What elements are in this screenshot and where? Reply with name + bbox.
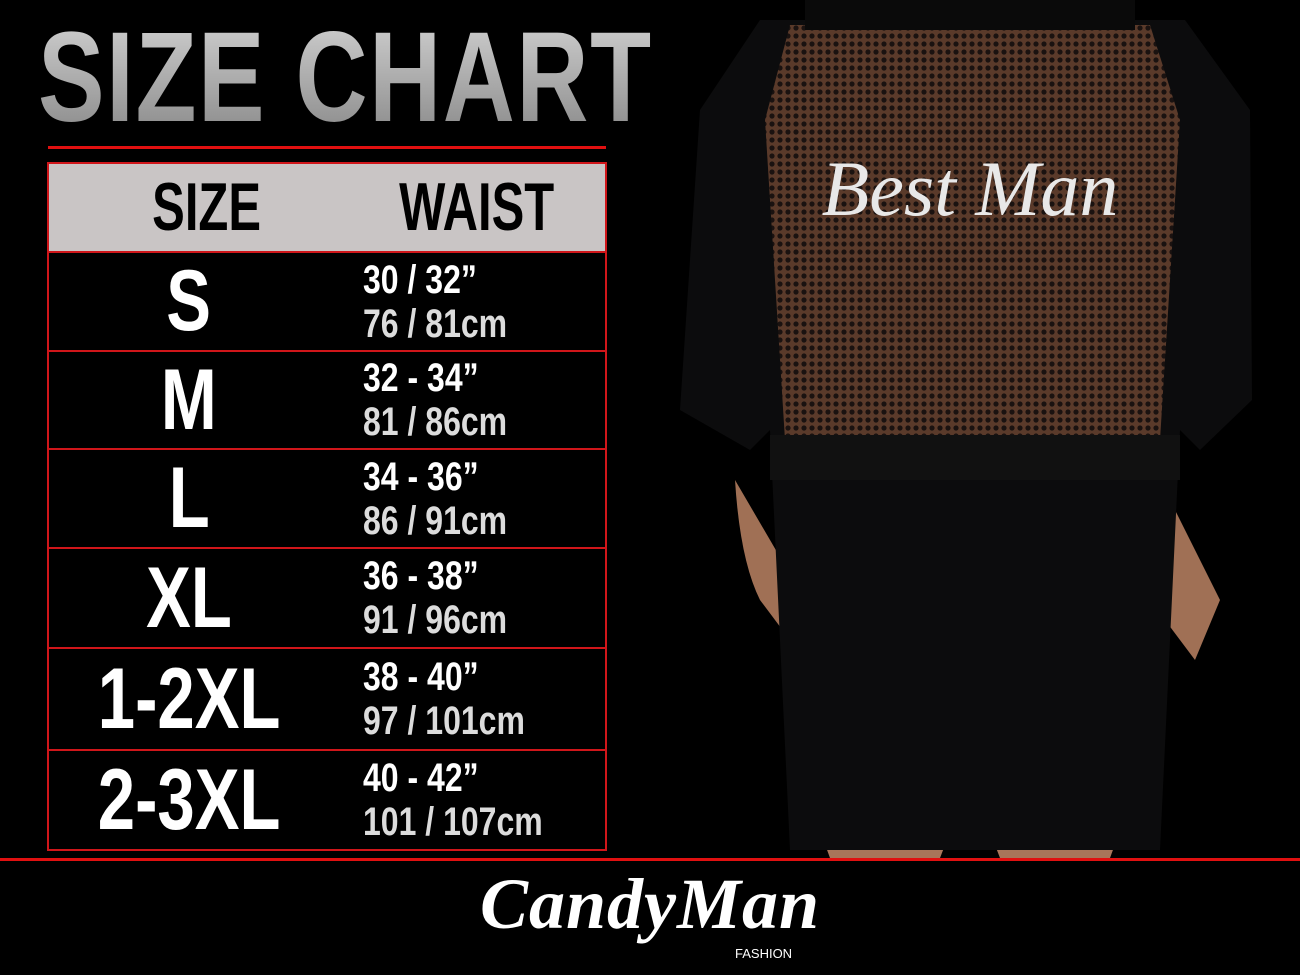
table-row: 2-3XL 40 - 42” 101 / 107cm [49, 751, 605, 849]
waist-cell: 34 - 36” 86 / 91cm [363, 455, 543, 543]
waist-cm: 86 / 91cm [363, 498, 508, 543]
waist-inches: 40 - 42” [363, 756, 479, 800]
waist-cell: 30 / 32” 76 / 81cm [363, 258, 543, 346]
page-title: SIZE CHART [38, 6, 653, 149]
table-row: L 34 - 36” 86 / 91cm [49, 450, 605, 549]
footer-divider [0, 858, 1300, 861]
size-label: 1-2XL [97, 650, 281, 747]
waist-inches: 36 - 38” [363, 554, 479, 598]
header-waist: WAIST [399, 169, 555, 245]
waist-cell: 32 - 34” 81 / 86cm [363, 356, 543, 444]
title-divider [48, 146, 606, 149]
size-table: SIZE WAIST S 30 / 32” 76 / 81cm M 32 - 34”… [47, 162, 607, 851]
size-cell: XL [49, 549, 329, 647]
size-cell: L [49, 450, 329, 547]
table-header: SIZE WAIST [49, 164, 605, 253]
robe-belt [770, 435, 1180, 480]
brand-subtitle: FASHION [735, 946, 793, 961]
waist-cm: 91 / 96cm [363, 598, 508, 642]
waist-inches: 30 / 32” [363, 257, 477, 302]
waist-cell: 36 - 38” 91 / 96cm [363, 554, 543, 642]
size-cell: S [49, 253, 329, 350]
waist-cell: 40 - 42” 101 / 107cm [363, 756, 588, 844]
size-label: 2-3XL [97, 751, 281, 848]
size-cell: 1-2XL [49, 649, 329, 749]
table-row: 1-2XL 38 - 40” 97 / 101cm [49, 649, 605, 751]
waist-inches: 38 - 40” [363, 655, 479, 699]
size-cell: M [49, 352, 329, 448]
header-size: SIZE [152, 169, 261, 245]
mesh-back-panel [765, 25, 1180, 440]
table-body: S 30 / 32” 76 / 81cm M 32 - 34” 81 / 86cm L … [49, 253, 605, 849]
brand-logo: CandyMan FASHION [0, 866, 1300, 975]
size-label: S [166, 253, 212, 349]
size-label: L [168, 450, 210, 546]
table-row: XL 36 - 38” 91 / 96cm [49, 549, 605, 649]
waist-inches: 34 - 36” [363, 454, 479, 499]
brand-wordmark: CandyMan [479, 864, 821, 944]
waist-cm: 97 / 101cm [363, 699, 525, 743]
table-row: S 30 / 32” 76 / 81cm [49, 253, 605, 352]
size-label: M [161, 351, 217, 448]
waist-cell: 38 - 40” 97 / 101cm [363, 655, 565, 743]
robe-collar [805, 0, 1135, 30]
size-label: XL [146, 549, 232, 646]
product-photo: Best Man [680, 0, 1252, 858]
waist-cm: 76 / 81cm [363, 301, 508, 346]
waist-cm: 81 / 86cm [363, 400, 508, 444]
waist-inches: 32 - 34” [363, 356, 479, 400]
size-cell: 2-3XL [49, 751, 329, 849]
garment-print-text: Best Man [822, 145, 1119, 232]
table-row: M 32 - 34” 81 / 86cm [49, 352, 605, 450]
waist-cm: 101 / 107cm [363, 800, 543, 844]
